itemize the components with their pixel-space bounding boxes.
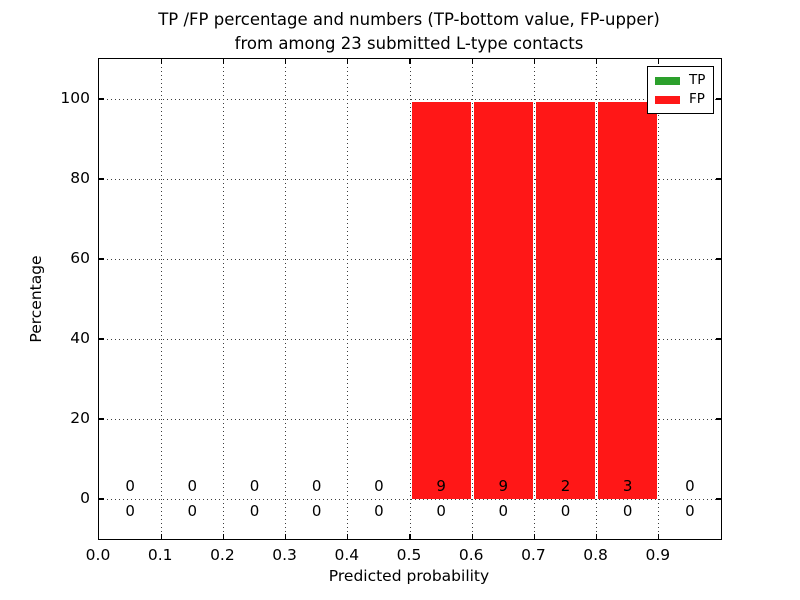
- count-label-tp: 0: [498, 502, 509, 520]
- y-tick-label: 60: [70, 249, 90, 267]
- x-tick-label: 0.4: [334, 546, 360, 564]
- y-tick-mark: [99, 258, 104, 260]
- x-tick-mark: [285, 534, 287, 539]
- chart-title-line1: TP /FP percentage and numbers (TP-bottom…: [158, 10, 660, 29]
- count-label-tp: 0: [622, 502, 633, 520]
- legend-item: FP: [655, 90, 713, 109]
- y-tick-label: 100: [60, 89, 90, 107]
- x-tick-mark: [347, 534, 349, 539]
- y-tick-label: 40: [70, 329, 90, 347]
- x-tick-label: 0.9: [645, 546, 671, 564]
- count-label-tp: 0: [125, 502, 135, 520]
- x-tick-mark: [222, 59, 225, 64]
- y-tick-mark: [716, 98, 721, 100]
- count-label-tp: 0: [311, 502, 322, 520]
- y-tick-mark: [99, 498, 104, 500]
- y-tick-mark: [716, 178, 721, 180]
- x-tick-mark: [160, 534, 162, 539]
- x-tick-mark: [533, 59, 536, 64]
- legend: TP FP: [647, 66, 714, 114]
- x-tick-mark: [409, 534, 411, 539]
- y-tick-mark: [99, 338, 104, 340]
- x-tick-mark: [471, 59, 473, 64]
- count-label-fp: 9: [436, 477, 446, 495]
- y-tick-mark: [716, 498, 721, 500]
- bar-fp: [598, 102, 658, 499]
- gridline-vertical: [471, 59, 473, 539]
- x-tick-label: 0.8: [583, 546, 608, 564]
- gridline-vertical: [533, 59, 535, 539]
- count-label-tp: 0: [187, 502, 198, 520]
- count-label-fp: 0: [685, 477, 695, 495]
- y-tick-mark: [99, 98, 104, 100]
- legend-swatch-tp: [655, 76, 680, 85]
- bar-fp: [535, 102, 596, 499]
- count-label-fp: 0: [187, 477, 198, 495]
- gridline-vertical: [409, 59, 411, 539]
- x-tick-mark: [222, 534, 225, 539]
- x-tick-mark: [658, 534, 660, 539]
- y-tick-mark: [99, 178, 104, 180]
- gridline-vertical: [596, 59, 598, 539]
- x-tick-label: 0.3: [272, 546, 297, 564]
- x-tick-label: 0.1: [147, 546, 173, 564]
- x-tick-mark: [347, 59, 349, 64]
- count-label-tp: 0: [685, 502, 695, 520]
- x-tick-mark: [596, 534, 598, 539]
- legend-swatch-fp: [655, 95, 680, 104]
- bar-fp: [473, 102, 533, 499]
- gridline-vertical: [347, 59, 349, 539]
- y-tick-mark: [99, 418, 104, 420]
- x-tick-mark: [596, 59, 598, 64]
- bar-fp: [411, 102, 471, 499]
- count-label-fp: 3: [622, 477, 633, 495]
- x-tick-label: 0.7: [521, 546, 546, 564]
- legend-label-fp: FP: [689, 91, 705, 107]
- count-label-fp: 2: [560, 477, 571, 495]
- gridline-vertical: [658, 59, 660, 539]
- y-tick-label: 20: [70, 409, 90, 427]
- y-tick-label: 0: [80, 489, 90, 507]
- x-tick-label: 0.5: [396, 546, 422, 564]
- x-tick-mark: [471, 534, 473, 539]
- y-tick-label: 80: [70, 169, 90, 187]
- count-label-tp: 0: [249, 502, 260, 520]
- count-label-tp: 0: [374, 502, 384, 520]
- count-label-fp: 0: [249, 477, 260, 495]
- x-tick-mark: [285, 59, 287, 64]
- x-tick-label: 0.2: [210, 546, 235, 564]
- x-tick-mark: [160, 59, 162, 64]
- count-label-fp: 9: [498, 477, 509, 495]
- count-label-tp: 0: [436, 502, 446, 520]
- count-label-tp: 0: [560, 502, 571, 520]
- count-label-fp: 0: [374, 477, 384, 495]
- x-axis-label: Predicted probability: [328, 567, 490, 585]
- count-label-fp: 0: [311, 477, 322, 495]
- gridline-vertical: [160, 59, 162, 539]
- x-tick-label: 0.0: [85, 546, 111, 564]
- y-tick-mark: [716, 258, 721, 260]
- gridline-vertical: [222, 59, 224, 539]
- x-tick-mark: [409, 59, 411, 64]
- y-tick-mark: [716, 338, 721, 340]
- chart-title: TP /FP percentage and numbers (TP-bottom…: [98, 8, 720, 55]
- count-label-fp: 0: [125, 477, 135, 495]
- y-tick-mark: [716, 418, 721, 420]
- x-tick-mark: [658, 59, 660, 64]
- plot-area: 0 0 0 0 0 0 0 0 0 0 0 0 0 0 0 9 9 2 3 0: [98, 58, 722, 540]
- x-tick-mark: [533, 534, 536, 539]
- x-tick-label: 0.6: [458, 546, 484, 564]
- legend-label-tp: TP: [689, 72, 706, 88]
- gridline-vertical: [285, 59, 287, 539]
- legend-item: TP: [655, 71, 713, 90]
- chart-title-line2: from among 23 submitted L-type contacts: [234, 33, 584, 53]
